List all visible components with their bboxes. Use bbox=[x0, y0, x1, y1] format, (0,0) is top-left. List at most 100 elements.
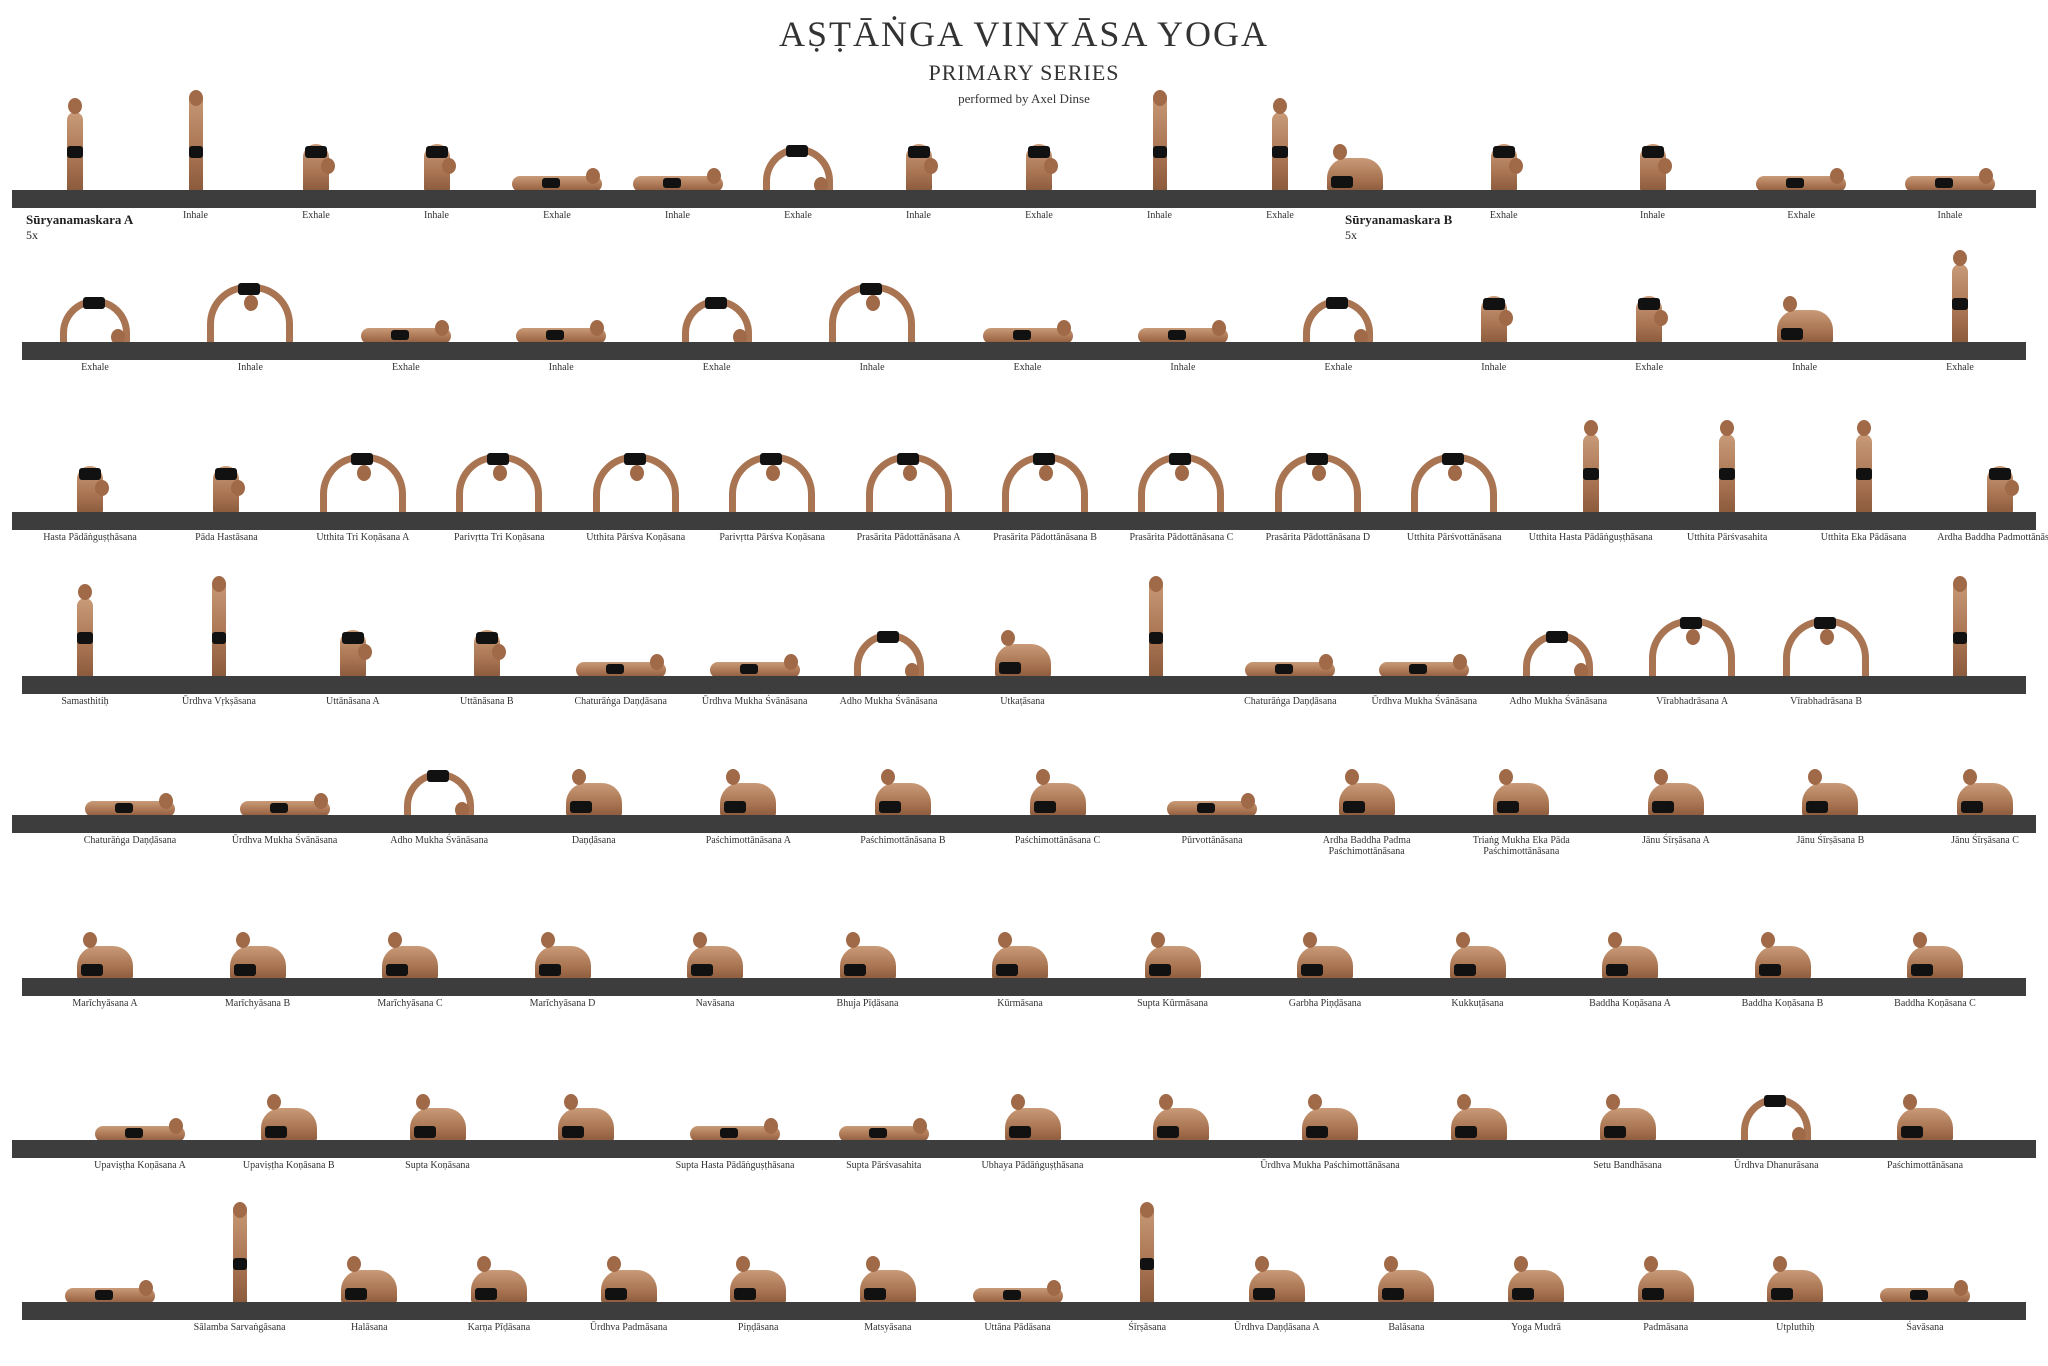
figure-head bbox=[1954, 1280, 1968, 1296]
pose: Inhale bbox=[183, 90, 208, 221]
pose-label: Inhale bbox=[1481, 362, 1507, 373]
pose-label: Utthita Pārśva Koṇāsana bbox=[586, 532, 686, 543]
pose: Ubhaya Pādāṅguṣṭhāsana bbox=[982, 1094, 1083, 1171]
pose: Ūrdhva Vṛkṣāsana bbox=[182, 576, 256, 707]
pose-label: Jānu Śīrṣāsana A bbox=[1641, 835, 1710, 846]
pose-label: Prasārita Pādottānāsana D bbox=[1265, 532, 1371, 543]
pose-figure bbox=[77, 466, 109, 514]
figure-shorts bbox=[1680, 617, 1703, 629]
pose-label: Utkaṭāsana bbox=[1000, 696, 1045, 707]
pose-label: Prasārita Pādottānāsana A bbox=[856, 532, 961, 543]
figure-head bbox=[232, 1202, 247, 1218]
figure-shorts bbox=[998, 662, 1021, 674]
pose-label: Yoga Mudrā bbox=[1511, 1322, 1561, 1333]
pose: Utthita Pārśvottānāsana bbox=[1407, 453, 1502, 543]
pose-label: Triaṅg Mukha Eka Pāda Paśchimottānāsana bbox=[1472, 835, 1570, 857]
pose-figure bbox=[1649, 617, 1736, 678]
poster-header: AṢṬĀṄGA VINYĀSA YOGA PRIMARY SERIES perf… bbox=[0, 14, 2048, 108]
poster-credit: performed by Axel Dinse bbox=[958, 91, 1090, 106]
figure-head bbox=[902, 465, 917, 481]
pose-figure bbox=[1303, 297, 1374, 345]
figure-head bbox=[491, 644, 506, 660]
pose-figure bbox=[239, 793, 330, 817]
figure-shorts bbox=[863, 1288, 886, 1300]
figure-shorts bbox=[907, 146, 930, 158]
pose-label: Baddha Koṇāsana A bbox=[1589, 998, 1671, 1009]
figure-shorts bbox=[662, 178, 681, 188]
figure-shorts bbox=[1028, 146, 1050, 158]
pose: Balāsana bbox=[1378, 1256, 1435, 1333]
pose-figure bbox=[1647, 769, 1704, 817]
pose-figure bbox=[1637, 1256, 1694, 1304]
floor-mat-row-5 bbox=[12, 815, 2036, 833]
pose-figure bbox=[1719, 420, 1736, 514]
pose: Karṇa Pīḍāsana bbox=[468, 1256, 530, 1333]
pose-label: Adho Mukha Śvānāsana bbox=[1509, 696, 1608, 707]
pose-label: Navāsana bbox=[695, 998, 735, 1009]
pose-figure bbox=[1508, 1256, 1565, 1304]
pose-label: Chaturāṅga Daṇḍāsana bbox=[1244, 696, 1337, 707]
pose: Uttānāsana B bbox=[460, 630, 514, 707]
figure-shorts bbox=[95, 1290, 113, 1300]
pose-label: Ūrdhva Mukha Paśchimottānāsana bbox=[1260, 1160, 1400, 1171]
pose-figure bbox=[260, 1094, 317, 1142]
figure-shorts bbox=[1305, 453, 1328, 465]
pose-label: Inhale bbox=[424, 210, 449, 221]
figure-head bbox=[1657, 158, 1672, 174]
pose bbox=[1450, 1094, 1507, 1143]
figure-head bbox=[1903, 1094, 1917, 1110]
figure-shorts bbox=[238, 283, 261, 295]
pose-figure bbox=[95, 1118, 185, 1142]
pose-figure bbox=[1026, 144, 1058, 192]
figure-head bbox=[1498, 310, 1513, 326]
pose-figure bbox=[341, 1256, 398, 1304]
pose: Paśchimottānāsana C bbox=[1015, 769, 1100, 846]
pose-label: Samasthitiḥ bbox=[61, 696, 109, 707]
figure-head bbox=[923, 158, 938, 174]
pose-label: Adho Mukha Śvānāsana bbox=[839, 696, 938, 707]
figure-head bbox=[1152, 90, 1167, 106]
pose-label: Utthita Eka Pādāsana bbox=[1820, 532, 1907, 543]
figure-shorts bbox=[1157, 1126, 1180, 1138]
pose-figure bbox=[839, 932, 896, 980]
figure-shorts bbox=[487, 453, 510, 465]
figure-head bbox=[606, 1256, 621, 1272]
pose-figure bbox=[319, 453, 406, 514]
figure-head bbox=[1913, 932, 1927, 948]
pose-label: Balāsana bbox=[1388, 1322, 1425, 1333]
figure-shorts bbox=[1326, 297, 1349, 309]
pose: Jānu Śīrṣāsana C bbox=[1951, 769, 2019, 846]
figure-shorts bbox=[1272, 146, 1288, 158]
pose: Ūrdhva Mukha Śvānāsana bbox=[702, 654, 807, 707]
figure-head bbox=[95, 480, 109, 496]
pose: Inhale bbox=[1137, 320, 1228, 373]
figure-shorts bbox=[1603, 1126, 1626, 1138]
pose-figure bbox=[874, 769, 931, 817]
sequence-b-label: Sūryanamaskara B bbox=[1345, 212, 1453, 227]
pose: Inhale bbox=[1147, 90, 1172, 221]
pose: Chaturāṅga Daṇḍāsana bbox=[574, 654, 667, 707]
figure-head bbox=[1140, 1202, 1155, 1218]
pose: Utthita Tri Koṇāsana A bbox=[316, 453, 409, 543]
figure-head bbox=[783, 654, 798, 670]
pose: Prasārita Pādottānāsana D bbox=[1266, 453, 1370, 543]
pose-label: Utthita Hasta Pādāṅguṣṭhāsana bbox=[1528, 532, 1653, 543]
pose: Exhale bbox=[982, 320, 1073, 373]
figure-shorts bbox=[1492, 146, 1515, 158]
pose-label: Jānu Śīrṣāsana C bbox=[1951, 835, 2019, 846]
pose: Baddha Koṇāsana A bbox=[1589, 932, 1671, 1009]
pose: Marīchyāsana A bbox=[72, 932, 138, 1009]
pose: Adho Mukha Śvānāsana bbox=[1509, 631, 1607, 707]
pose: Exhale bbox=[1490, 144, 1523, 221]
pose: Exhale bbox=[302, 144, 335, 221]
pose-figure bbox=[1302, 1094, 1358, 1142]
pose: Paśchimottānāsana B bbox=[860, 769, 946, 846]
figure-shorts bbox=[386, 964, 408, 976]
pose-figure bbox=[1137, 320, 1228, 344]
figure-head bbox=[693, 932, 707, 948]
pose-label: Exhale bbox=[1635, 362, 1664, 373]
pose: Samasthitiḥ bbox=[61, 584, 109, 707]
pose: Daṇḍāsana bbox=[565, 769, 622, 846]
figure-shorts bbox=[1442, 453, 1465, 465]
figure-shorts bbox=[1638, 298, 1661, 310]
